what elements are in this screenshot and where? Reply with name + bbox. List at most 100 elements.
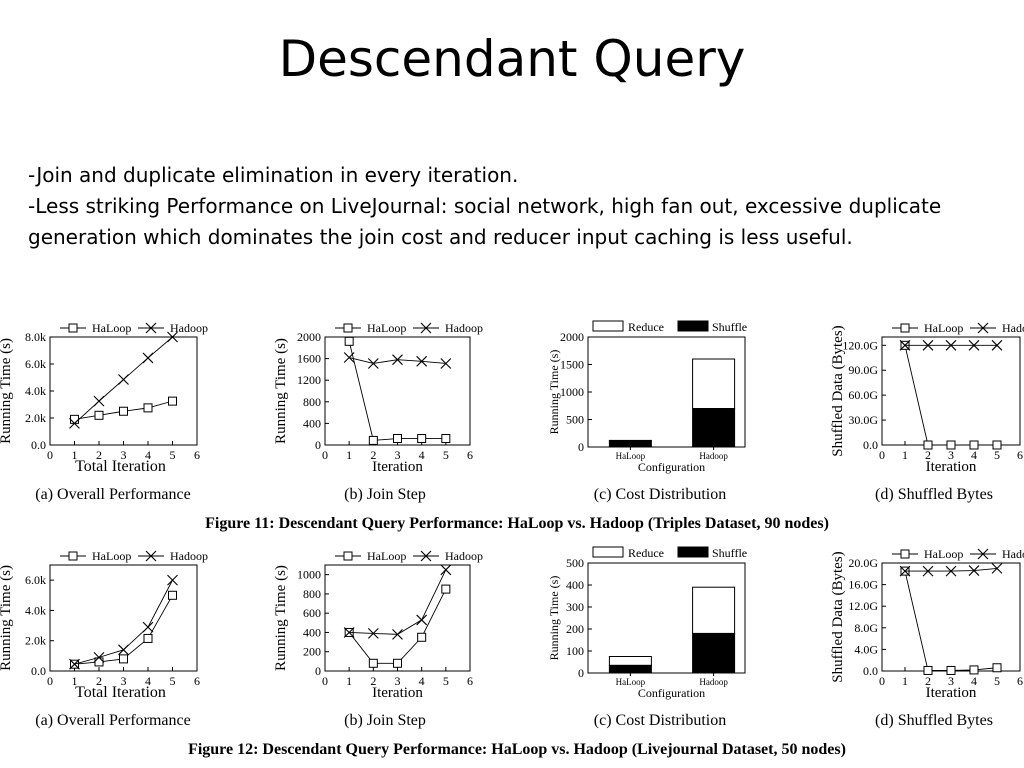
x-tick-label: 3	[121, 674, 127, 688]
x-tick-label: 2	[96, 674, 102, 688]
legend-label: HaLoop	[92, 549, 131, 563]
x-tick-label: 5	[170, 674, 176, 688]
hadoop-marker	[142, 352, 154, 364]
x-tick-label: Hadoop	[699, 677, 728, 687]
y-tick-label: 90.0G	[848, 363, 878, 377]
x-tick-label: 4	[419, 674, 425, 688]
x-tick-label: 6	[194, 674, 200, 688]
plot-frame	[324, 336, 471, 446]
x-tick-label: 2	[370, 448, 376, 462]
x-tick-label: 1	[346, 448, 352, 462]
y-tick-label: 1500	[560, 358, 584, 372]
haloop-marker	[900, 549, 910, 559]
y-tick-label: 4.0G	[854, 642, 878, 656]
x-tick-label: 4	[145, 448, 151, 462]
x-axis-label: Iteration	[926, 459, 977, 475]
x-tick-label: 3	[948, 674, 954, 688]
haloop-marker	[368, 435, 378, 445]
x-tick-label: 0	[879, 448, 885, 462]
x-tick-label: 1	[902, 674, 908, 688]
haloop-marker	[94, 657, 104, 667]
y-tick-label: 20.0G	[848, 556, 878, 570]
hadoop-marker	[420, 322, 432, 334]
x-tick-label: Hadoop	[699, 451, 728, 461]
y-tick-label: 500	[566, 556, 584, 570]
legend-label: Reduce	[628, 546, 664, 560]
y-axis-label: Shuffled Data (Bytes)	[830, 551, 846, 682]
subfigure-caption: (a) Overall Performance	[35, 486, 190, 503]
hadoop-marker	[167, 331, 178, 343]
hadoop-marker	[977, 322, 989, 334]
y-tick-label: 4.0k	[25, 384, 46, 398]
series-line	[349, 569, 447, 635]
x-tick-label: 5	[443, 448, 449, 462]
series-line	[74, 595, 173, 665]
hadoop-marker	[968, 565, 980, 576]
haloop-marker	[393, 658, 402, 668]
haloop-marker	[68, 323, 78, 333]
y-tick-label: 200	[566, 622, 584, 636]
x-tick-label: 5	[170, 448, 176, 462]
legend-label: Hadoop	[445, 549, 483, 563]
legend-label: Hadoop	[1002, 547, 1024, 561]
x-tick-label: 2	[370, 674, 376, 688]
hadoop-marker	[69, 658, 80, 670]
y-tick-label: 200	[303, 645, 321, 659]
x-tick-label: 2	[925, 448, 931, 462]
haloop-marker	[119, 406, 128, 416]
x-axis-label: Configuration	[638, 686, 705, 700]
hadoop-marker	[945, 565, 957, 577]
hadoop-marker	[416, 355, 428, 367]
haloop-marker	[969, 440, 979, 450]
y-tick-label: 0.0	[31, 664, 46, 678]
hadoop-marker	[922, 339, 934, 351]
plot-frame	[881, 562, 1021, 672]
y-tick-label: 400	[303, 416, 321, 430]
y-tick-label: 0	[578, 440, 584, 454]
y-axis-label: Running Time (s)	[547, 350, 561, 435]
hadoop-marker	[420, 550, 432, 562]
haloop-marker	[417, 434, 427, 444]
y-tick-label: 120.0G	[842, 338, 878, 352]
x-tick-label: HaLoop	[616, 677, 646, 687]
hadoop-marker	[343, 627, 355, 638]
x-tick-label: 3	[948, 448, 954, 462]
x-tick-label: 6	[1017, 448, 1023, 462]
y-tick-label: 16.0G	[848, 578, 878, 592]
hadoop-marker	[899, 565, 911, 577]
y-axis-label: Running Time (s)	[0, 338, 14, 444]
haloop-marker	[992, 663, 1002, 673]
x-tick-label: 5	[994, 448, 1000, 462]
legend-label: Reduce	[628, 320, 664, 334]
x-axis-label: Total Iteration	[75, 684, 166, 701]
y-tick-label: 4.0k	[25, 603, 46, 617]
hadoop-marker	[167, 574, 178, 586]
figure-caption: Figure 12: Descendant Query Performance:…	[188, 741, 846, 758]
legend-label: HaLoop	[924, 547, 963, 561]
legend-label: Hadoop	[170, 549, 208, 563]
legend-swatch-shuffle	[677, 320, 709, 332]
reduce-bar	[608, 656, 652, 666]
y-tick-label: 0	[315, 664, 321, 678]
series-line	[904, 345, 997, 446]
shuffle-bar	[692, 408, 736, 448]
y-tick-label: 60.0G	[848, 388, 878, 402]
legend-label: HaLoop	[92, 321, 131, 335]
x-tick-label: 1	[902, 448, 908, 462]
y-tick-label: 1600	[297, 352, 321, 366]
x-tick-label: 2	[925, 674, 931, 688]
y-axis-label: Running Time (s)	[273, 338, 289, 444]
hadoop-marker	[945, 339, 957, 351]
y-tick-label: 1200	[297, 373, 321, 387]
subfigure-caption: (b) Join Step	[344, 486, 426, 503]
x-axis-label: Total Iteration	[75, 458, 166, 475]
x-tick-label: 5	[994, 674, 1000, 688]
y-tick-label: 6.0k	[25, 357, 46, 371]
hadoop-marker	[93, 395, 105, 407]
y-tick-label: 2000	[297, 330, 321, 344]
y-tick-label: 2.0k	[25, 634, 46, 648]
haloop-marker	[441, 584, 451, 594]
legend-label: Shuffle	[712, 320, 747, 334]
hadoop-marker	[93, 651, 105, 663]
